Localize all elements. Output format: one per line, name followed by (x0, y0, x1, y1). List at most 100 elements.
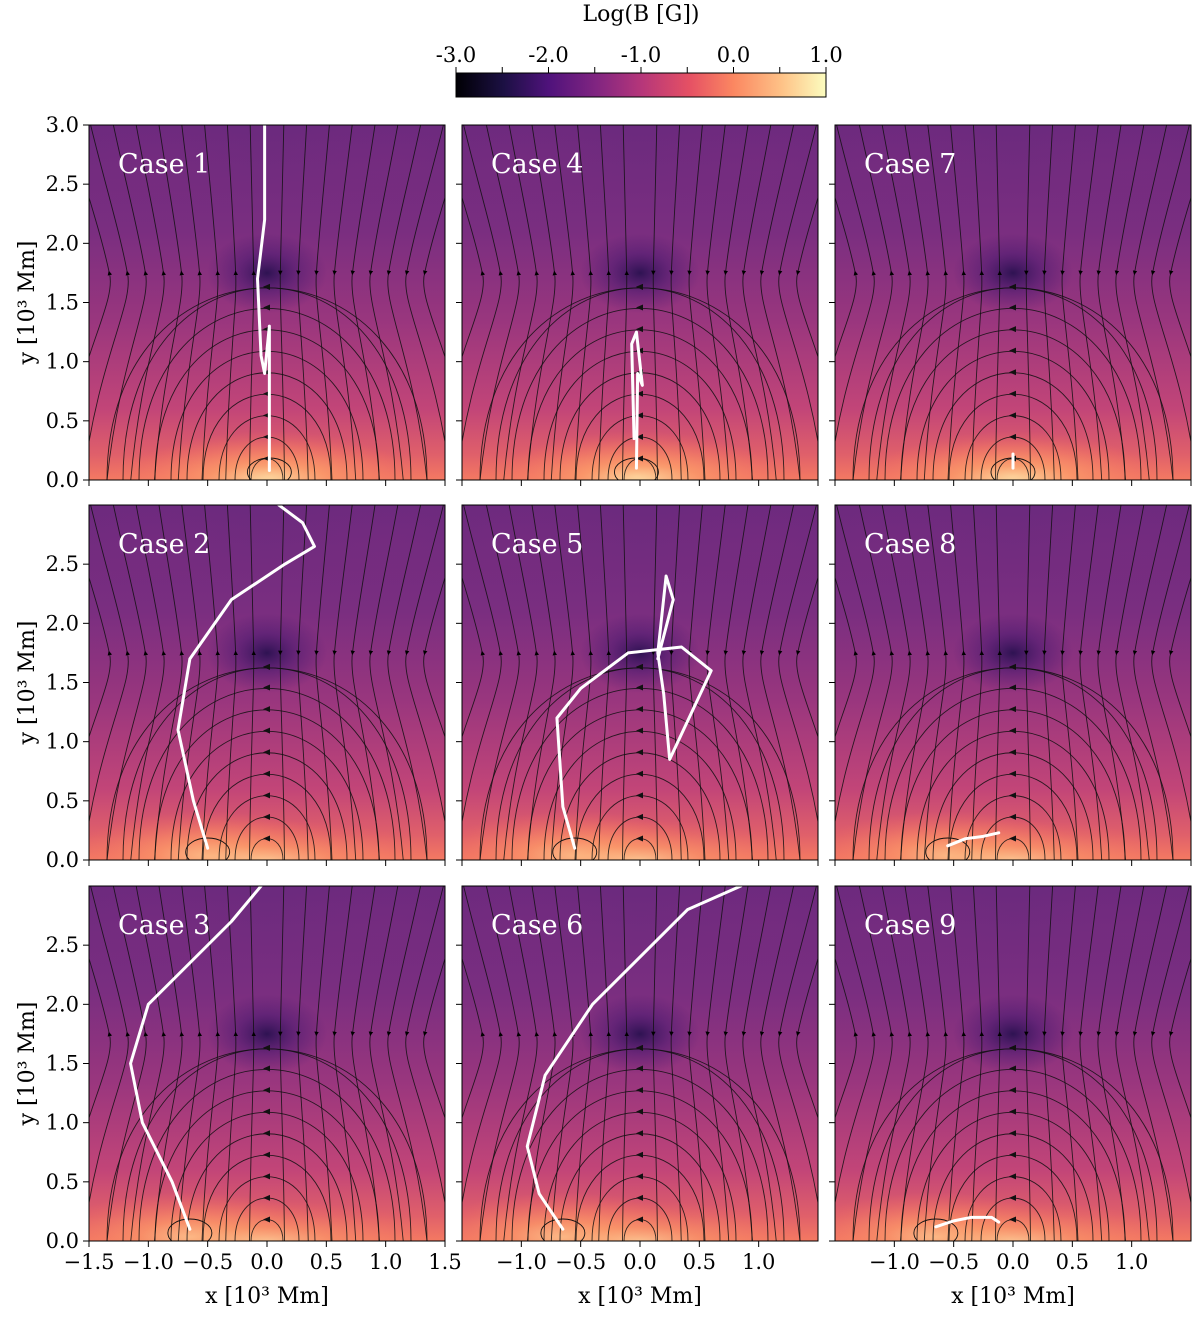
field-line (1132, 125, 1174, 480)
field-line (503, 886, 540, 1241)
field-line (995, 886, 1002, 1241)
field-line (947, 125, 967, 480)
x-tick-label: 0.0 (623, 1250, 656, 1274)
field-arrow (1009, 749, 1016, 756)
field-arrow (636, 1216, 643, 1223)
field-arrow (636, 770, 643, 777)
source-loop (540, 1218, 586, 1241)
field-arrow (1009, 369, 1016, 376)
field-line (741, 125, 777, 480)
panel-case-9: Case 9 −1.0 −0.5 0.0 0.5 1.0 x [10³ Mm] (829, 885, 1192, 1309)
field-line (852, 505, 895, 860)
case-label: Case 6 (491, 910, 583, 941)
null-point-region (207, 612, 327, 693)
field-line (177, 125, 203, 480)
colorbar-tick-label: 1.0 (809, 43, 842, 67)
panel-case-3: Case 3 0.0 0.5 1.0 1.5 2.0 2.5 y [10³ Mm] −1.5 −1… (15, 885, 462, 1309)
field-line (423, 956, 445, 1120)
field-line (1114, 125, 1150, 480)
case-label: Case 4 (491, 149, 583, 180)
field-arrow (263, 1044, 270, 1051)
field-arrow (263, 727, 270, 734)
field-line (503, 125, 540, 480)
trajectory-line (176, 505, 316, 850)
x-tick-label: 1.0 (369, 1250, 402, 1274)
streamlines (462, 886, 818, 1241)
field-line (350, 505, 380, 860)
trajectory-line (934, 1215, 1001, 1229)
field-line (527, 125, 558, 480)
field-line (947, 505, 967, 860)
field-line (386, 505, 428, 860)
field-arrow (636, 390, 643, 397)
streamlines (835, 125, 1191, 480)
field-line (705, 505, 730, 860)
field-line (1169, 956, 1191, 1120)
field-arrow (636, 1194, 643, 1201)
y-axis-label: y [10³ Mm] (15, 241, 40, 366)
field-line (550, 125, 576, 480)
field-line (1042, 505, 1055, 860)
field-arrow (1009, 1173, 1016, 1180)
colorbar-gradient (455, 72, 827, 98)
source-loop (167, 1218, 213, 1241)
trajectory-line (946, 831, 1001, 848)
field-line (947, 886, 967, 1241)
field-line (332, 886, 357, 1241)
field-arrow (263, 663, 270, 670)
field-line (527, 886, 558, 1241)
field-line (249, 505, 256, 860)
field-line (89, 886, 131, 1206)
field-arrow (636, 684, 643, 691)
field-arrow (636, 749, 643, 756)
field-arrow (636, 663, 643, 670)
field-arrow (1009, 835, 1016, 842)
field-arrow (1009, 813, 1016, 820)
field-line (404, 505, 445, 825)
field-line (314, 886, 333, 1241)
field-line (923, 505, 949, 860)
field-line (876, 886, 913, 1241)
field-line (296, 886, 309, 1241)
field-line (1132, 505, 1174, 860)
field-line (154, 125, 185, 480)
field-line (796, 195, 818, 359)
field-line (386, 886, 428, 1241)
field-line (1060, 505, 1079, 860)
field-arrow (1009, 390, 1016, 397)
field-line (900, 125, 931, 480)
y-tick-label: 3.0 (46, 113, 79, 137)
field-line (1060, 886, 1079, 1241)
panel-case-7: Case 7 (829, 124, 1192, 486)
trajectory-line (525, 886, 743, 1231)
field-line (1078, 505, 1103, 860)
x-tick-label: −1.0 (496, 1250, 547, 1274)
colorbar: Log(B [G]) -3.0 -2.0 -1.0 0.0 1.0 (436, 2, 843, 98)
field-arrow (1009, 684, 1016, 691)
source-loop (185, 837, 231, 860)
y-tick-label: 2.0 (46, 992, 79, 1016)
field-arrow (263, 1151, 270, 1158)
field-line (900, 505, 931, 860)
field-line (225, 505, 239, 860)
trajectory-line (630, 330, 644, 470)
x-tick-label: −1.0 (123, 1250, 174, 1274)
field-line (759, 886, 801, 1241)
field-line (669, 505, 682, 860)
field-arrow (636, 1151, 643, 1158)
field-line (423, 195, 445, 359)
field-line (622, 125, 629, 480)
field-arrow (1009, 412, 1016, 419)
field-arrow (1009, 1130, 1016, 1137)
y-tick-label: 1.0 (46, 1111, 79, 1135)
x-tick-label: 0.5 (1056, 1250, 1089, 1274)
field-line (741, 505, 777, 860)
field-line (462, 956, 486, 1120)
field-arrow (263, 706, 270, 713)
field-arrow (636, 304, 643, 311)
case-label: Case 5 (491, 529, 583, 560)
x-tick-label: 0.5 (683, 1250, 716, 1274)
field-arrow (1009, 1194, 1016, 1201)
field-line (479, 505, 522, 860)
field-line (723, 125, 753, 480)
